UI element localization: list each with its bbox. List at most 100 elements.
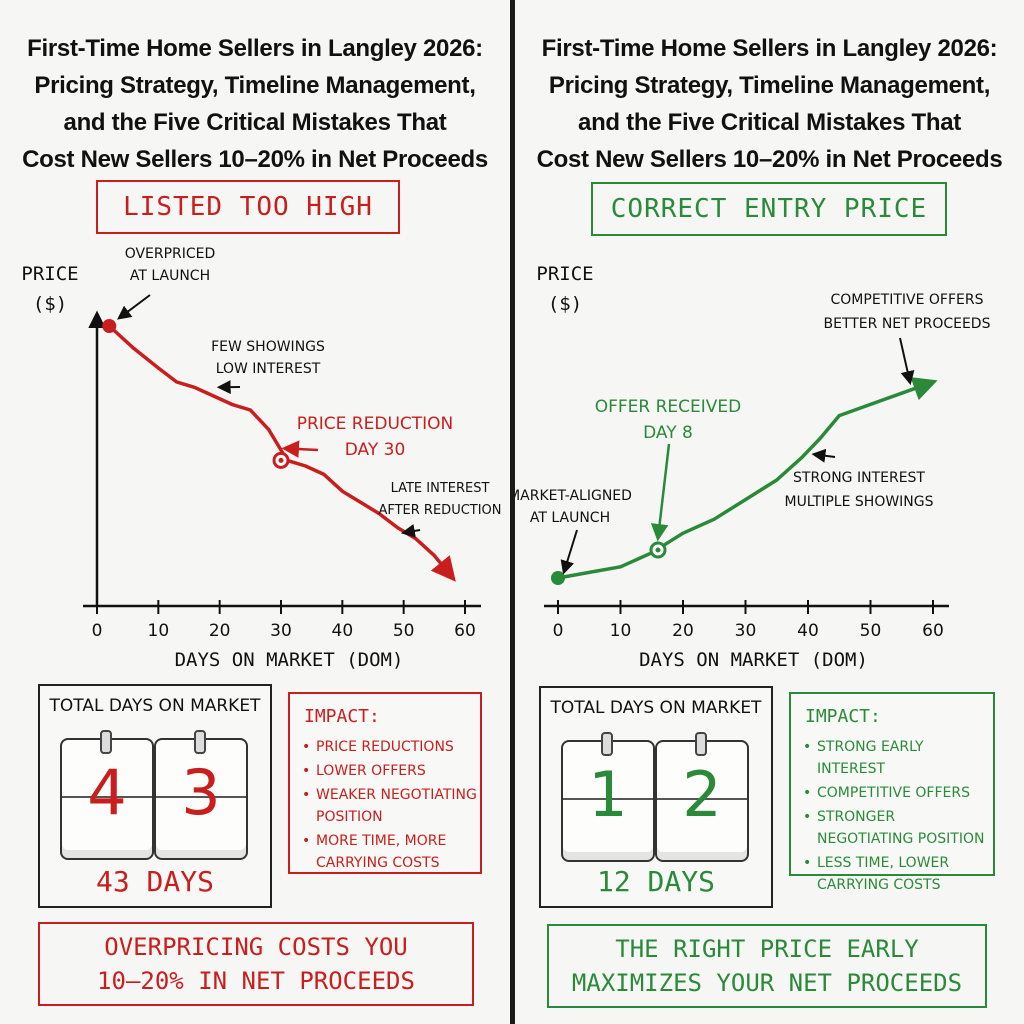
right-impact-item: LESS TIME, LOWER CARRYING COSTS xyxy=(803,852,993,896)
data-point xyxy=(619,565,622,569)
data-point xyxy=(359,500,363,504)
left-title: First-Time Home Sellers in Langley 2026:… xyxy=(0,30,510,178)
annotation-label: COMPETITIVE OFFERS xyxy=(831,292,984,308)
left-footer-line: OVERPRICING COSTS YOU xyxy=(104,933,408,961)
data-point xyxy=(900,391,904,395)
annotation-label: AFTER REDUCTION xyxy=(378,503,501,518)
x-tick-label: 40 xyxy=(332,621,354,641)
right-impact-item: STRONGER NEGOTIATING POSITION xyxy=(803,806,993,850)
data-point xyxy=(212,394,216,398)
data-point xyxy=(432,554,436,558)
data-point xyxy=(322,472,326,476)
annotation-label: MARKET-ALIGNED xyxy=(515,488,632,504)
x-tick-label: 30 xyxy=(735,621,757,641)
right-days-label: 12 DAYS xyxy=(596,865,715,898)
data-point xyxy=(869,402,872,406)
left-days-label: 43 DAYS xyxy=(95,865,214,898)
annotation-label: BETTER NET PROCEEDS xyxy=(824,316,991,332)
right-digit-2: 2 xyxy=(682,758,722,831)
left-digit-2: 3 xyxy=(181,756,221,829)
right-panel: First-Time Home Sellers in Langley 2026:… xyxy=(515,0,1024,1024)
left-days-counter: TOTAL DAYS ON MARKET 4 3 43 DAYS xyxy=(38,684,272,908)
left-impact-item: PRICE REDUCTIONS xyxy=(302,736,480,758)
right-flip-card-2: 2 xyxy=(655,732,749,862)
left-panel: First-Time Home Sellers in Langley 2026:… xyxy=(0,0,510,1024)
right-title: First-Time Home Sellers in Langley 2026:… xyxy=(515,30,1024,178)
left-impact-title: IMPACT: xyxy=(304,706,380,727)
right-impact-item: STRONG EARLY INTEREST xyxy=(803,736,993,780)
right-digit-1: 1 xyxy=(588,758,628,831)
annotation-label: AT LAUNCH xyxy=(130,268,210,284)
data-point xyxy=(681,531,685,535)
right-impact-list: STRONG EARLY INTEREST COMPETITIVE OFFERS… xyxy=(803,736,993,898)
right-counter-label: TOTAL DAYS ON MARKET xyxy=(550,698,762,718)
data-point xyxy=(837,414,841,418)
left-line-chart: PRICE ($) 0 10 20 30 40 50 60 DAYS ON MARKET (DOM… xyxy=(21,246,501,670)
left-flip-card-1: 4 xyxy=(60,730,154,860)
right-impact-box: IMPACT: STRONG EARLY INTEREST COMPETITIV… xyxy=(789,692,995,893)
y-axis-label: ($) xyxy=(548,293,582,315)
left-footer-message: OVERPRICING COSTS YOU 10–20% IN NET PROC… xyxy=(38,922,474,1006)
data-point xyxy=(340,489,344,493)
left-impact-item: WEAKER NEGOTIATING POSITION xyxy=(302,784,480,828)
left-counter-label: TOTAL DAYS ON MARKET xyxy=(49,696,261,716)
x-tick-label: 40 xyxy=(797,621,819,641)
data-point xyxy=(800,456,804,460)
start-point-marker xyxy=(102,319,117,333)
left-heading: LISTED TOO HIGH xyxy=(96,180,400,234)
annotation-label: DAY 30 xyxy=(345,440,406,460)
data-point xyxy=(414,537,418,541)
series-line xyxy=(556,377,938,580)
right-title-line: Cost New Sellers 10–20% in Net Proceeds xyxy=(536,146,1003,173)
left-impact-box: IMPACT: PRICE REDUCTIONS LOWER OFFERS WE… xyxy=(288,692,482,874)
left-title-line: Cost New Sellers 10–20% in Net Proceeds xyxy=(22,146,488,173)
x-axis-label: DAYS ON MARKET (DOM) xyxy=(175,649,404,670)
right-line-chart: PRICE ($) 0 10 20 30 40 50 60 DAYS ON MARKET (DOM… xyxy=(515,263,991,670)
card-ring-icon xyxy=(601,732,613,756)
annotation-label: FEW SHOWINGS xyxy=(211,339,325,355)
left-impact-list: PRICE REDUCTIONS LOWER OFFERS WEAKER NEG… xyxy=(302,736,480,876)
x-tick-label: 20 xyxy=(209,621,231,641)
right-footer-message: THE RIGHT PRICE EARLY MAXIMIZES YOUR NET… xyxy=(547,924,987,1008)
card-split-line xyxy=(563,798,653,800)
annotation-label: OFFER RECEIVED xyxy=(595,397,742,417)
x-tick-label: 20 xyxy=(672,621,694,641)
right-title-line: First-Time Home Sellers in Langley 2026: xyxy=(541,35,998,62)
right-title-line: Pricing Strategy, Timeline Management, xyxy=(548,72,991,99)
card-ring-icon xyxy=(194,730,206,754)
left-title-line: and the Five Critical Mistakes That xyxy=(63,109,447,136)
card-split-line xyxy=(62,796,152,798)
annotation-label: OVERPRICED xyxy=(125,246,216,262)
x-tick-label: 0 xyxy=(92,621,103,641)
right-heading: CORRECT ENTRY PRICE xyxy=(591,182,947,236)
right-impact-item: COMPETITIVE OFFERS xyxy=(803,782,993,804)
right-impact-title: IMPACT: xyxy=(805,706,881,727)
data-point xyxy=(267,428,271,432)
annotation-arrow xyxy=(281,440,319,458)
x-tick-label: 10 xyxy=(148,621,170,641)
data-point xyxy=(193,386,197,390)
data-point xyxy=(931,380,935,384)
annotation-arrow xyxy=(117,294,151,320)
annotation-label: LOW INTEREST xyxy=(216,361,321,377)
data-point xyxy=(396,526,400,530)
data-point xyxy=(775,478,779,482)
data-point xyxy=(132,346,136,350)
annotation-arrow xyxy=(560,529,578,575)
annotation-arrow xyxy=(650,443,671,542)
card-ring-icon xyxy=(695,732,707,756)
annotation-label: STRONG INTEREST xyxy=(793,470,925,486)
right-days-counter: TOTAL DAYS ON MARKET 1 2 12 DAYS xyxy=(539,686,773,908)
start-point-marker xyxy=(551,571,565,585)
annotation-label: DAY 8 xyxy=(643,423,693,443)
data-point xyxy=(587,570,591,574)
left-impact-item: MORE TIME, MORE CARRYING COSTS xyxy=(302,830,480,874)
x-tick-label: 0 xyxy=(553,621,564,641)
left-digit-1: 4 xyxy=(87,756,127,829)
x-tick-label: 50 xyxy=(393,621,415,641)
data-point xyxy=(156,366,160,370)
center-divider xyxy=(510,0,515,1024)
x-tick-label: 50 xyxy=(860,621,882,641)
data-point xyxy=(744,498,747,502)
